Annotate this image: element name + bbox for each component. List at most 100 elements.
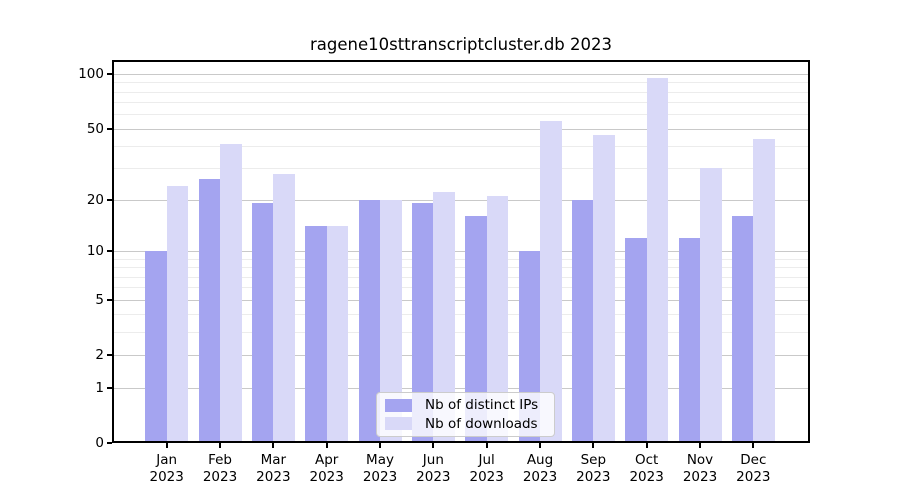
bar-downloads bbox=[646, 78, 669, 443]
bar-downloads bbox=[593, 135, 615, 443]
legend: Nb of distinct IPs Nb of downloads bbox=[376, 392, 555, 437]
x-tick-month: May bbox=[366, 452, 394, 468]
bar-ips bbox=[678, 237, 700, 443]
x-tick-mark bbox=[752, 443, 755, 448]
chart-title: ragene10sttranscriptcluster.db 2023 bbox=[309, 35, 613, 54]
gridline-minor bbox=[114, 114, 808, 116]
x-tick-month: Nov bbox=[686, 452, 714, 468]
bar-downloads bbox=[433, 192, 455, 443]
gridline-major bbox=[114, 251, 808, 253]
bar-ips bbox=[411, 203, 434, 443]
x-tick-year: 2023 bbox=[309, 468, 344, 485]
x-tick-mark bbox=[432, 443, 435, 448]
y-tick-label: 20 bbox=[86, 191, 104, 208]
y-tick-mark bbox=[107, 386, 112, 389]
y-tick-label: 2 bbox=[95, 347, 104, 364]
x-tick-year: 2023 bbox=[416, 468, 451, 485]
gridline-minor bbox=[114, 91, 808, 93]
x-tick-month: Apr bbox=[315, 452, 339, 468]
x-tick-mark bbox=[539, 443, 541, 448]
y-tick-label: 5 bbox=[95, 291, 104, 308]
x-tick-mark bbox=[165, 443, 168, 448]
y-tick-mark bbox=[107, 73, 112, 75]
bar-ips bbox=[571, 199, 594, 443]
y-tick-mark bbox=[107, 354, 112, 357]
y-tick-label: 1 bbox=[95, 379, 104, 396]
bar-downloads bbox=[326, 226, 349, 443]
bar-downloads bbox=[700, 168, 722, 443]
x-tick-month: Jun bbox=[422, 452, 444, 468]
x-tick-mark bbox=[592, 443, 595, 448]
gridline-major bbox=[114, 199, 808, 201]
x-tick-mark bbox=[379, 443, 382, 448]
y-tick-label: 0 bbox=[95, 435, 104, 451]
gridline-minor bbox=[114, 168, 808, 170]
x-tick-mark bbox=[645, 443, 648, 448]
x-tick-year: 2023 bbox=[522, 468, 558, 485]
x-tick-mark bbox=[485, 443, 488, 448]
x-tick-month: Dec bbox=[740, 452, 767, 468]
bar-ips bbox=[465, 216, 487, 443]
bar-downloads bbox=[273, 173, 295, 443]
legend-label: Nb of distinct IPs bbox=[425, 397, 539, 414]
x-tick-label: Mar 2023 bbox=[233, 452, 313, 485]
y-tick-mark bbox=[107, 127, 112, 130]
bar-ips bbox=[251, 203, 274, 443]
x-tick-label: Oct 2023 bbox=[607, 452, 687, 485]
legend-swatch-downloads bbox=[385, 417, 412, 431]
gridline-minor bbox=[114, 332, 808, 334]
legend-item: Nb of distinct IPs bbox=[385, 397, 546, 413]
x-tick-label: Jun 2023 bbox=[393, 452, 473, 485]
x-tick-year: 2023 bbox=[629, 468, 664, 485]
plot-area bbox=[114, 62, 808, 443]
bar-downloads bbox=[380, 199, 402, 443]
legend-label: Nb of downloads bbox=[425, 415, 538, 432]
gridline-minor bbox=[114, 267, 808, 269]
bar-downloads bbox=[540, 121, 562, 443]
x-tick-label: Apr 2023 bbox=[287, 452, 367, 485]
x-tick-month: Oct bbox=[634, 452, 659, 468]
gridline-major bbox=[114, 387, 808, 389]
x-tick-year: 2023 bbox=[202, 468, 238, 485]
gridline-minor bbox=[114, 287, 808, 289]
x-tick-mark bbox=[219, 443, 222, 448]
bar-ips bbox=[198, 179, 221, 443]
x-tick-year: 2023 bbox=[469, 468, 504, 485]
gridline-minor bbox=[114, 82, 808, 84]
x-tick-year: 2023 bbox=[682, 468, 718, 485]
legend-item: Nb of downloads bbox=[385, 416, 546, 432]
bar-downloads bbox=[166, 185, 189, 443]
x-tick-label: Jul 2023 bbox=[447, 452, 527, 485]
bar-ips bbox=[305, 226, 327, 443]
x-tick-label: Jan 2023 bbox=[127, 452, 207, 485]
x-tick-label: Aug 2023 bbox=[500, 452, 580, 485]
x-tick-year: 2023 bbox=[256, 468, 291, 485]
x-tick-year: 2023 bbox=[736, 468, 771, 485]
gridline-minor bbox=[114, 314, 808, 316]
gridline-major bbox=[114, 299, 808, 301]
gridline-major bbox=[114, 355, 808, 357]
x-tick-month: Aug bbox=[526, 452, 554, 468]
bar-downloads bbox=[753, 138, 775, 443]
gridline-minor bbox=[114, 258, 808, 260]
y-tick-label: 50 bbox=[86, 120, 104, 137]
x-tick-label: May 2023 bbox=[340, 452, 420, 485]
x-tick-year: 2023 bbox=[362, 468, 398, 485]
bar-downloads bbox=[220, 144, 242, 443]
x-tick-mark bbox=[272, 443, 275, 448]
x-tick-mark bbox=[699, 443, 701, 448]
gridline-minor bbox=[114, 102, 808, 104]
legend-swatch-ips bbox=[385, 398, 412, 412]
x-tick-month: Jan bbox=[156, 452, 178, 468]
y-tick-label: 100 bbox=[78, 66, 104, 82]
gridline-minor bbox=[114, 276, 808, 278]
x-tick-year: 2023 bbox=[149, 468, 184, 485]
bar-ips bbox=[145, 251, 167, 443]
x-tick-month: Jul bbox=[478, 452, 495, 468]
y-tick-mark bbox=[107, 442, 112, 444]
x-tick-month: Sep bbox=[580, 452, 607, 468]
x-tick-label: Dec 2023 bbox=[713, 452, 793, 485]
y-tick-mark bbox=[107, 298, 112, 301]
bar-ips bbox=[731, 216, 754, 443]
